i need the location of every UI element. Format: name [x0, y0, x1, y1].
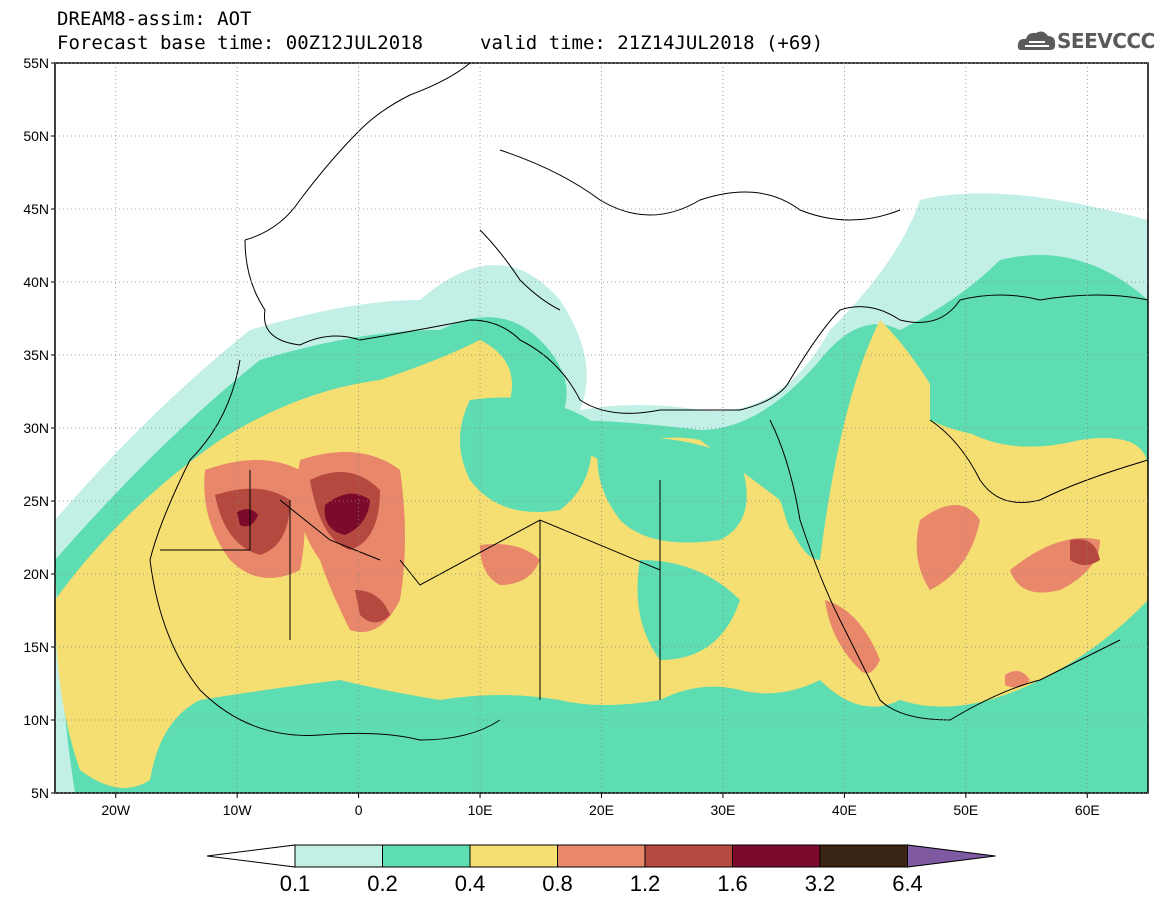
coastlines [149, 63, 1148, 741]
colorbar-label: 3.2 [805, 871, 836, 896]
colorbar-segment [557, 844, 646, 868]
lat-label: 55N [23, 55, 49, 71]
lat-label: 35N [23, 347, 49, 363]
colorbar-arrow-low [206, 844, 296, 868]
forecast-base-time: Forecast base time: 00Z12JUL2018 [57, 32, 424, 54]
colorbar-segment [469, 844, 558, 868]
colorbar-label: 6.4 [892, 871, 923, 896]
colorbar-label: 0.1 [280, 871, 311, 896]
lon-label: 10W [223, 802, 253, 818]
lat-label: 10N [23, 712, 49, 728]
colorbar-segment [382, 844, 471, 868]
colorbar-label: 1.6 [717, 871, 748, 896]
lon-label: 30E [710, 802, 735, 818]
valid-time: valid time: 21Z14JUL2018 (+69) [480, 32, 824, 54]
lon-label: 20E [589, 802, 614, 818]
colorbar-label: 0.2 [367, 871, 398, 896]
lat-label: 20N [23, 566, 49, 582]
colorbar-segment [644, 844, 733, 868]
lat-label: 50N [23, 128, 49, 144]
lat-label: 25N [23, 493, 49, 509]
latitude-axis: 55N 50N 45N 40N 35N 30N 25N 20N 15N 10N 5N [23, 55, 1148, 801]
map-title: DREAM8-assim: AOT [57, 8, 252, 30]
colorbar-label: 0.4 [455, 871, 486, 896]
cloud-icon [1017, 31, 1056, 50]
lat-label: 45N [23, 201, 49, 217]
lat-label: 30N [23, 420, 49, 436]
colorbar-segment [819, 844, 908, 868]
lon-label: 50E [953, 802, 978, 818]
colorbar-segment [294, 844, 383, 868]
lon-label: 0 [355, 802, 363, 818]
colorbar-label: 1.2 [630, 871, 661, 896]
lon-label: 60E [1075, 802, 1100, 818]
colorbar-segment [732, 844, 821, 868]
lat-label: 5N [31, 785, 49, 801]
colorbar-arrow-high [907, 844, 996, 868]
lat-label: 40N [23, 274, 49, 290]
lon-label: 20W [101, 802, 131, 818]
longitude-axis: 20W 10W 0 10E 20E 30E 40E 50E 60E [101, 63, 1100, 818]
colorbar-label: 0.8 [542, 871, 573, 896]
lon-label: 10E [468, 802, 493, 818]
lat-label: 15N [23, 639, 49, 655]
aot-field [55, 193, 1148, 793]
lon-label: 40E [832, 802, 857, 818]
seevccc-logo: SEEVCCC [1057, 29, 1155, 53]
